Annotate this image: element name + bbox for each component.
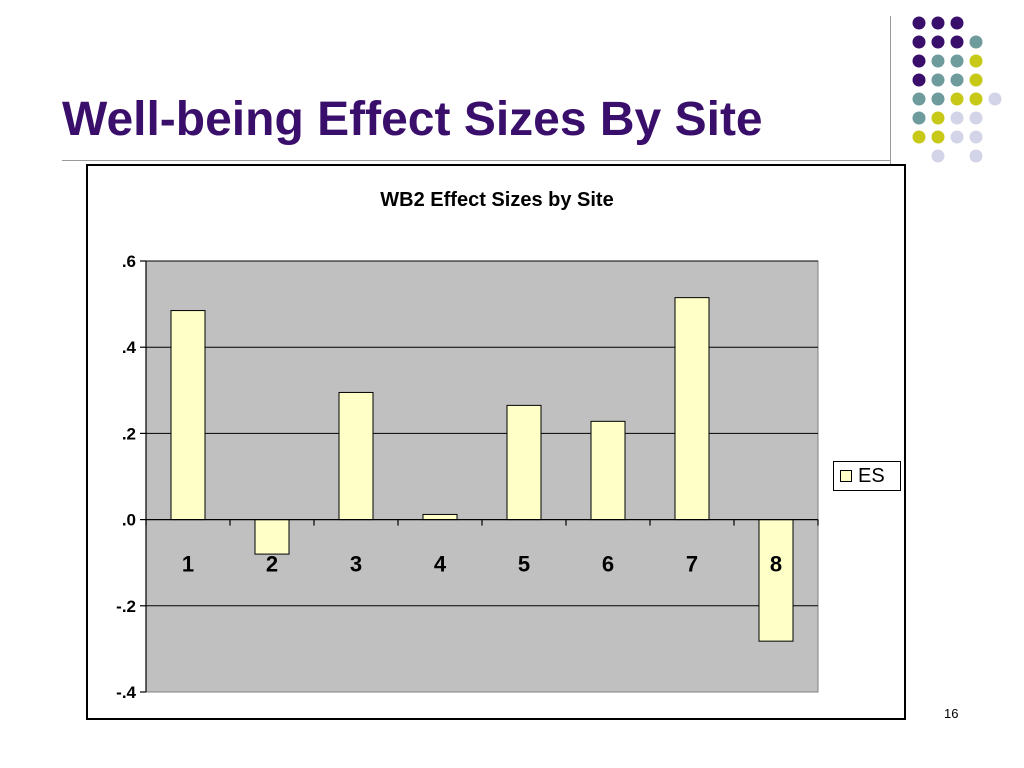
chart-frame: WB2 Effect Sizes by Site .6 .4 .2 .0 -.2 -.4 1 2… [86, 164, 906, 720]
x-tick-label: 5 [518, 552, 530, 577]
bar-site-6 [590, 420, 626, 521]
x-tick-label: 3 [350, 552, 362, 577]
x-tick-label: 8 [770, 552, 782, 577]
bar-chart: WB2 Effect Sizes by Site .6 .4 .2 .0 -.2 -.4 1 2… [116, 189, 819, 702]
legend-label-es: ES [858, 464, 885, 487]
decorative-dot [950, 73, 964, 87]
decorative-dot [969, 92, 983, 106]
plot-area [145, 260, 819, 693]
y-tick-label: .0 [122, 511, 136, 530]
decorative-dot [969, 149, 983, 163]
decorative-dot [950, 54, 964, 68]
x-tick-label: 1 [182, 552, 194, 577]
decorative-dot [912, 35, 926, 49]
decorative-dot [912, 16, 926, 30]
decorative-dot [931, 111, 945, 125]
vertical-divider [890, 16, 891, 164]
decorative-dot [912, 54, 926, 68]
decorative-dot [950, 130, 964, 144]
legend-swatch-es [840, 470, 852, 482]
y-tick-label: .4 [122, 338, 137, 357]
decorative-dot [950, 92, 964, 106]
decorative-dot [912, 73, 926, 87]
bar-site-5 [506, 404, 542, 521]
decorative-dot [931, 92, 945, 106]
decorative-dot [931, 16, 945, 30]
x-tick-label: 4 [434, 552, 447, 577]
decorative-dot [969, 111, 983, 125]
bar-site-1 [170, 310, 206, 521]
slide-title: Well-being Effect Sizes By Site [62, 93, 763, 146]
chart-title: WB2 Effect Sizes by Site [380, 189, 613, 211]
decorative-dot [912, 111, 926, 125]
x-tick-label: 6 [602, 552, 614, 577]
decorative-dot [931, 149, 945, 163]
decorative-dot [931, 35, 945, 49]
decorative-dot [988, 92, 1002, 106]
x-tick-label: 7 [686, 552, 698, 577]
page-number: 16 [944, 706, 959, 721]
decorative-dot [950, 35, 964, 49]
decorative-dot [931, 73, 945, 87]
y-tick-label: -.2 [116, 597, 136, 616]
x-tick-label: 2 [266, 552, 278, 577]
y-tick-label: .6 [122, 252, 136, 271]
decorative-dot [931, 54, 945, 68]
decorative-dot [950, 111, 964, 125]
y-tick-label: .2 [122, 424, 136, 443]
title-divider [62, 160, 890, 161]
chart-legend: ES [833, 461, 901, 491]
decorative-dot [950, 16, 964, 30]
bar-site-8 [758, 519, 794, 642]
decorative-dot [912, 92, 926, 106]
bar-site-2 [254, 519, 290, 555]
decorative-dot [969, 35, 983, 49]
decorative-dot [969, 54, 983, 68]
bar-site-4 [422, 513, 458, 521]
bar-site-3 [338, 391, 374, 521]
decorative-dot [912, 130, 926, 144]
decorative-dot [969, 73, 983, 87]
bar-site-7 [674, 297, 710, 521]
y-tick-label: -.4 [116, 683, 136, 702]
decorative-dot [931, 130, 945, 144]
decorative-dot [969, 130, 983, 144]
